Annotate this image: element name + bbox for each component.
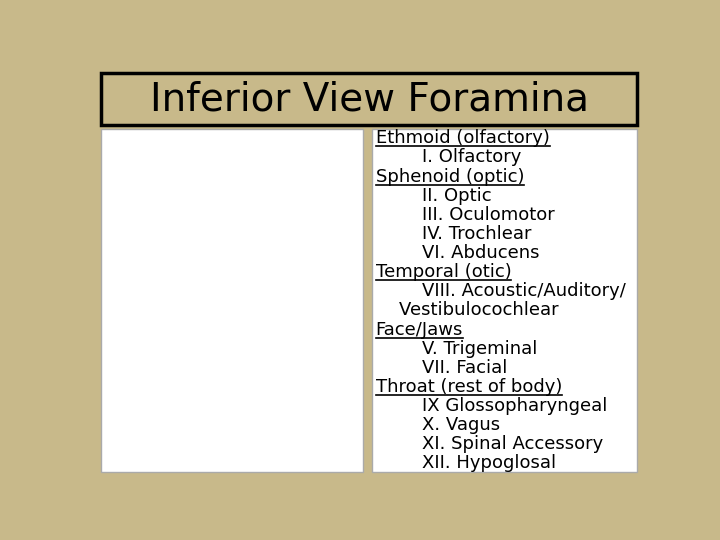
Text: Sphenoid (optic): Sphenoid (optic) — [376, 167, 524, 186]
Text: VIII. Acoustic/Auditory/: VIII. Acoustic/Auditory/ — [376, 282, 626, 300]
Text: Throat (rest of body): Throat (rest of body) — [376, 378, 562, 396]
Text: V. Trigeminal: V. Trigeminal — [376, 340, 537, 357]
Text: VI. Abducens: VI. Abducens — [376, 244, 539, 262]
Text: VII. Facial: VII. Facial — [376, 359, 507, 377]
Text: XII. Hypoglosal: XII. Hypoglosal — [376, 454, 556, 472]
Bar — [101, 73, 636, 125]
Bar — [101, 129, 364, 472]
Text: Vestibulocochlear: Vestibulocochlear — [376, 301, 558, 319]
Text: IV. Trochlear: IV. Trochlear — [376, 225, 531, 243]
Text: Face/Jaws: Face/Jaws — [376, 321, 463, 339]
Text: II. Optic: II. Optic — [376, 187, 491, 205]
Text: XI. Spinal Accessory: XI. Spinal Accessory — [376, 435, 603, 453]
Text: Ethmoid (olfactory): Ethmoid (olfactory) — [376, 129, 549, 147]
Bar — [372, 129, 637, 472]
Text: III. Oculomotor: III. Oculomotor — [376, 206, 554, 224]
Text: X. Vagus: X. Vagus — [376, 416, 500, 434]
Text: Temporal (otic): Temporal (otic) — [376, 263, 511, 281]
Text: IX Glossopharyngeal: IX Glossopharyngeal — [376, 397, 607, 415]
Text: I. Olfactory: I. Olfactory — [376, 148, 521, 166]
Text: Inferior View Foramina: Inferior View Foramina — [150, 80, 588, 118]
